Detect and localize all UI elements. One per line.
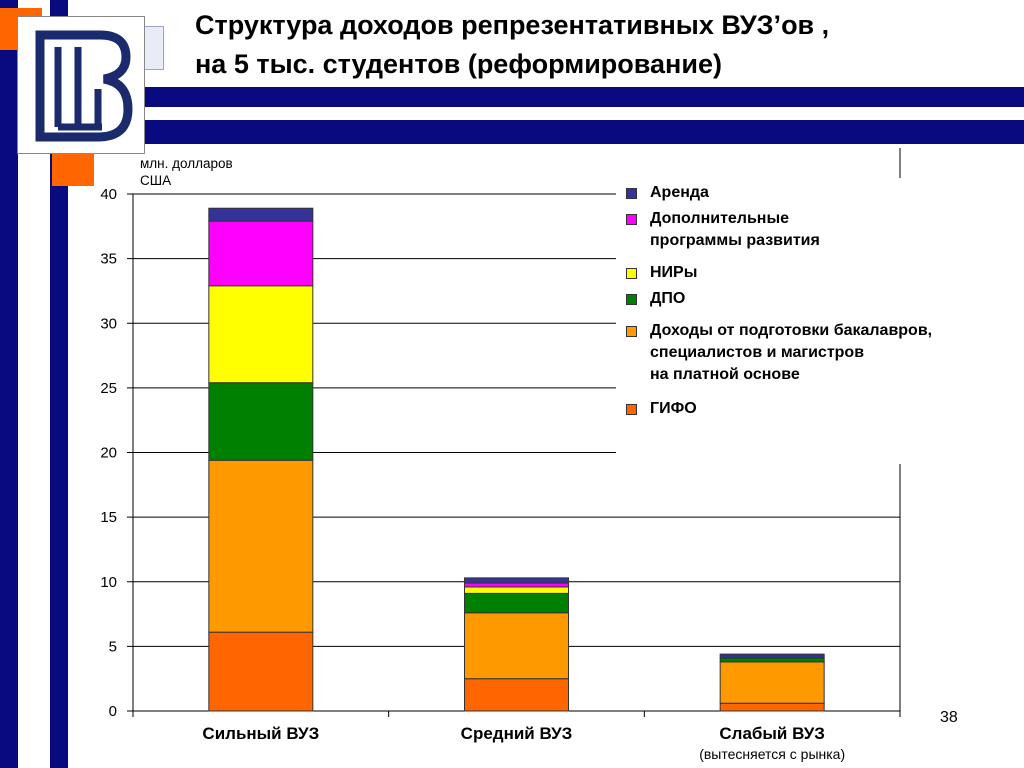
- bar-segment-1-5: [208, 220, 314, 287]
- chart-legend: Аренда Дополнительные программы развития НИ…: [616, 178, 1016, 464]
- bar-segment-3-6: [719, 653, 825, 659]
- bar-segment-1-4: [208, 285, 314, 384]
- legend-label-line: специалистов и магистров: [650, 344, 865, 361]
- y-tick-label: 0: [109, 703, 117, 720]
- bar-segment-1-6: [208, 207, 314, 222]
- page-number: 38: [940, 709, 958, 726]
- legend-label: Дополнительные программы развития: [650, 208, 820, 252]
- bar-segment-3-3: [719, 657, 825, 663]
- legend-label: ГИФО: [650, 398, 697, 420]
- x-category-label: Сильный ВУЗ: [202, 724, 319, 743]
- y-tick-label: 15: [100, 509, 117, 526]
- title-line-2: на 5 тыс. студентов (реформирование): [195, 49, 722, 79]
- university-monogram-logo: [17, 16, 145, 154]
- legend-swatch: [626, 214, 637, 225]
- legend-label: Аренда: [650, 182, 709, 204]
- bar-segment-2-3: [464, 592, 569, 614]
- legend-swatch: [626, 188, 637, 199]
- legend-label-line: ГИФО: [650, 400, 697, 417]
- legend-label-line: Аренда: [650, 184, 709, 201]
- y-tick-label: 20: [100, 445, 117, 462]
- legend-swatch: [626, 294, 637, 305]
- y-unit-line-2: США: [140, 173, 172, 188]
- bar-segment-3-1: [719, 702, 825, 712]
- y-tick-label: 25: [100, 380, 117, 397]
- y-tick-label: 10: [100, 574, 117, 591]
- y-tick-label: 30: [100, 315, 117, 332]
- legend-label-line: Дополнительные: [650, 210, 790, 227]
- legend-label: Доходы от подготовки бакалавров, специали…: [650, 320, 932, 386]
- legend-swatch: [626, 326, 637, 337]
- left-accent-bar: [50, 0, 68, 768]
- legend-label-line: НИРы: [650, 264, 698, 281]
- legend-swatch: [626, 268, 637, 279]
- legend-label: ДПО: [650, 288, 685, 310]
- x-category-label: Слабый ВУЗ: [719, 724, 825, 743]
- y-unit-line-1: млн. долларов: [140, 156, 233, 171]
- y-tick-label: 40: [100, 186, 117, 203]
- bar-segment-2-5: [464, 582, 569, 588]
- title-line-1: Структура доходов репрезентативных ВУЗ’о…: [195, 10, 830, 40]
- y-tick-label: 35: [100, 251, 117, 268]
- legend-label-line: программы развития: [650, 232, 820, 249]
- legend-label-line: на платной основе: [650, 366, 800, 383]
- orange-square-bottom: [52, 150, 94, 186]
- x-category-label: Средний ВУЗ: [461, 724, 573, 743]
- bar-segment-2-2: [464, 612, 569, 680]
- top-stripe-1: [0, 87, 1024, 107]
- legend-swatch: [626, 404, 637, 415]
- bar-segment-2-1: [464, 678, 569, 712]
- bar-segment-3-2: [719, 661, 825, 704]
- bar-segment-1-3: [208, 382, 314, 461]
- legend-label-line: Доходы от подготовки бакалавров,: [650, 322, 933, 339]
- bar-segment-2-4: [464, 586, 569, 594]
- legend-label-line: ДПО: [650, 290, 686, 307]
- bar-segment-1-2: [208, 459, 314, 633]
- top-stripe-2: [0, 120, 1024, 144]
- x-category-note: (вытесняется с рынка): [699, 746, 845, 762]
- bar-segment-2-6: [464, 577, 569, 584]
- legend-label: НИРы: [650, 262, 697, 284]
- y-unit-label: млн. долларов США: [140, 155, 233, 189]
- bar-segment-1-1: [208, 631, 314, 712]
- page-title: Структура доходов репрезентативных ВУЗ’о…: [195, 6, 995, 84]
- y-tick-label: 5: [109, 638, 117, 655]
- left-navy-bar: [0, 0, 18, 768]
